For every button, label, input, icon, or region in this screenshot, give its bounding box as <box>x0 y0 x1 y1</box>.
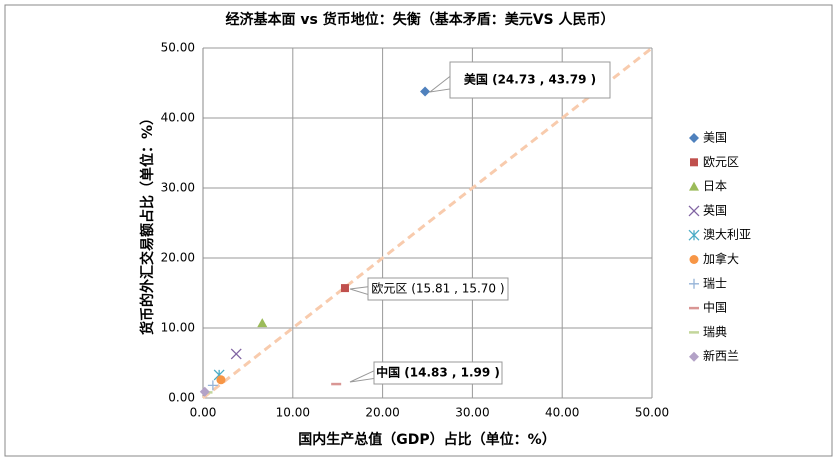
legend-marker <box>688 205 700 217</box>
annotation-box <box>373 361 503 385</box>
y-axis-title: 货币的外汇交易额占比（单位：%） <box>139 111 156 336</box>
x-tick-label: 30.00 <box>455 406 489 420</box>
legend-marker <box>689 351 699 362</box>
point <box>230 348 242 360</box>
chart-title: 经济基本面 vs 货币地位：失衡（基本矛盾：美元VS 人民币） <box>226 11 615 28</box>
legend-marker <box>689 181 699 191</box>
legend-marker <box>689 255 699 264</box>
annotation-box <box>367 277 509 301</box>
legend-label: 加拿大 <box>703 251 739 266</box>
legend-marker <box>688 229 700 241</box>
legend-label: 新西兰 <box>703 348 739 363</box>
legend-label: 英国 <box>703 203 727 217</box>
y-tick-label: 10.00 <box>161 321 195 335</box>
point <box>199 386 210 397</box>
x-tick-label: 10.00 <box>276 406 310 420</box>
y-tick-label: 20.00 <box>161 251 195 265</box>
annotation: 中国 (14.83 , 1.99 ) <box>376 365 500 380</box>
legend-label: 中国 <box>703 300 727 315</box>
y-tick-label: 40.00 <box>161 111 195 125</box>
point <box>257 318 268 328</box>
point <box>420 86 431 97</box>
legend-marker <box>690 158 698 167</box>
x-tick-label: 40.00 <box>545 406 579 420</box>
legend-label: 瑞典 <box>703 325 727 339</box>
legend-label: 日本 <box>703 179 727 193</box>
x-axis-title: 国内生产总值（GDP）占比（单位：%） <box>298 431 555 448</box>
x-tick-label: 0.00 <box>190 406 217 420</box>
legend-label: 美国 <box>703 131 727 145</box>
point <box>207 380 218 391</box>
legend-label: 瑞士 <box>703 276 727 290</box>
annotation: 美国 (24.73 , 43.79 ) <box>464 72 596 87</box>
annotation-box <box>449 61 611 99</box>
point <box>216 375 226 385</box>
y-tick-label: 50.00 <box>161 41 195 55</box>
x-tick-label: 20.00 <box>365 406 399 420</box>
annotation: 欧元区 (15.81 , 15.70 ) <box>371 282 504 296</box>
legend-marker <box>689 133 699 143</box>
y-tick-label: 30.00 <box>161 181 195 195</box>
legend-label: 澳大利亚 <box>703 228 751 242</box>
y-tick-label: 0.00 <box>168 391 195 405</box>
reference-line <box>202 46 653 400</box>
x-tick-label: 50.00 <box>635 406 669 420</box>
legend-label: 欧元区 <box>703 155 739 169</box>
point <box>340 284 349 293</box>
legend-marker <box>689 278 699 289</box>
